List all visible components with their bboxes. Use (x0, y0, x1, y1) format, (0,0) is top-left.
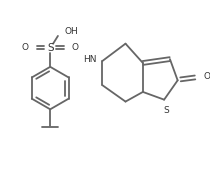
Text: O: O (204, 72, 210, 81)
Text: HN: HN (83, 55, 97, 64)
Text: O: O (71, 43, 79, 52)
Text: OH: OH (65, 27, 79, 36)
Text: O: O (22, 43, 29, 52)
Text: S: S (47, 42, 54, 53)
Text: S: S (163, 106, 169, 115)
